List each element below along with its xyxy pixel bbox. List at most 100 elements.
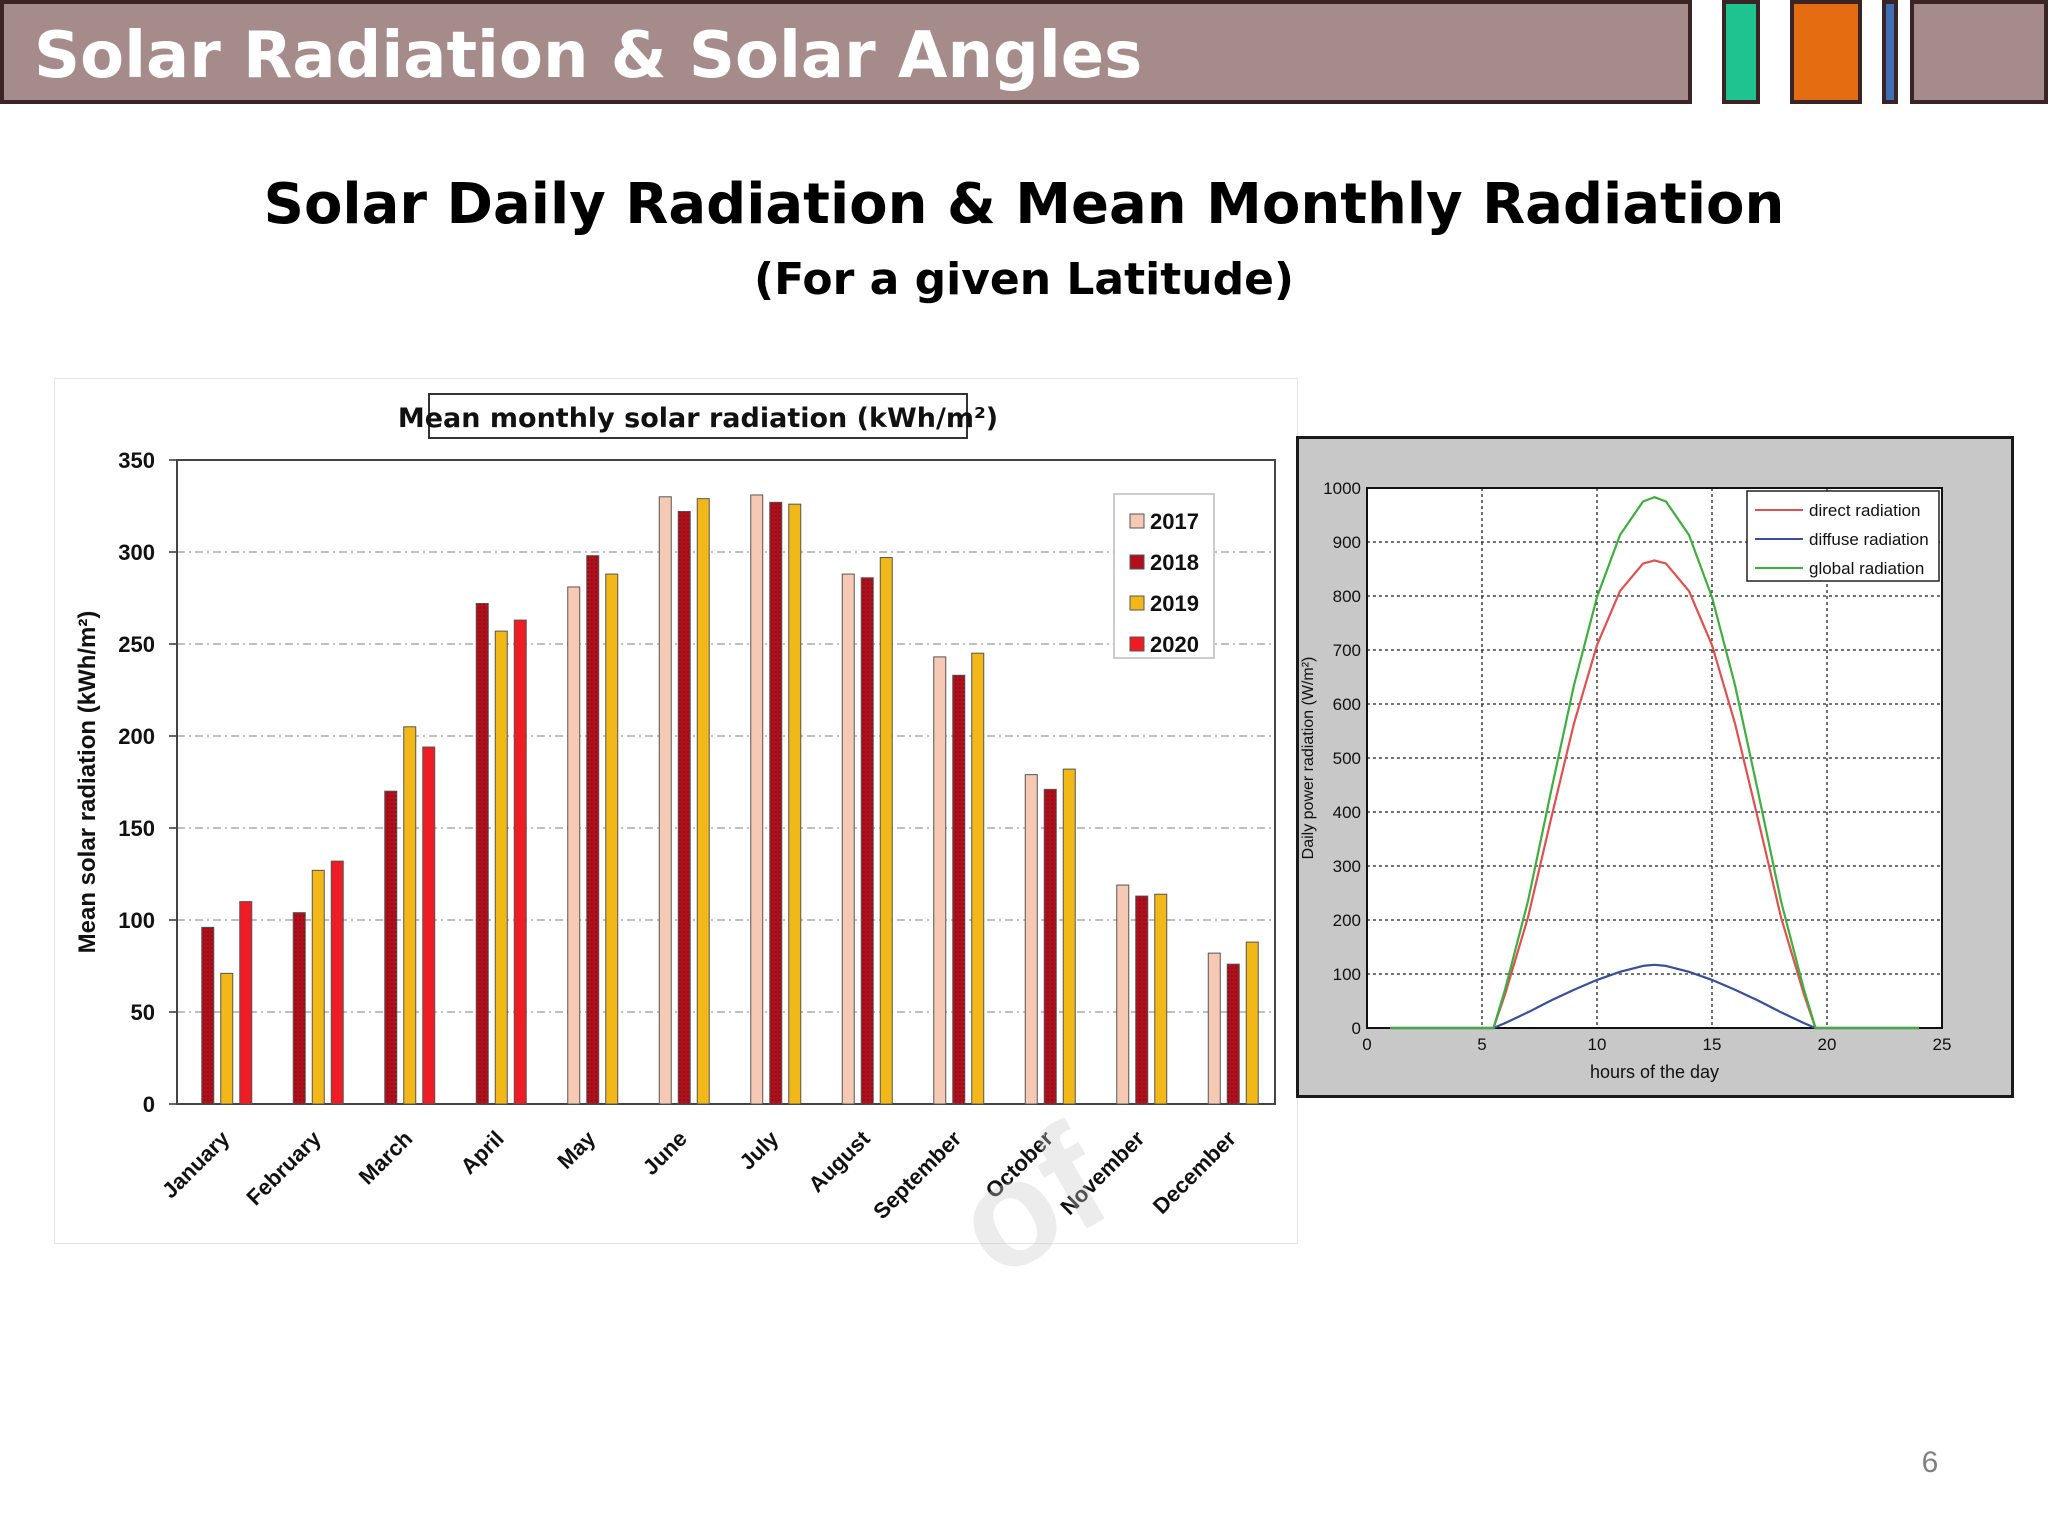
bar-april-2019 <box>494 630 508 1105</box>
line-plot-frame <box>1366 487 1943 1029</box>
bar-april-2020 <box>513 619 527 1105</box>
bar-legend-label: 2018 <box>1150 550 1199 575</box>
bar-november-2019 <box>1154 893 1168 1105</box>
bar-x-tick-label: June <box>638 1126 692 1180</box>
bar-chart-panel: Mean monthly solar radiation (kWh/m²) 0 50… <box>54 378 1298 1244</box>
header-accent-teal <box>1722 0 1760 104</box>
slide-subtitle: (For a given Latitude) <box>753 254 1295 305</box>
bar-legend-swatch <box>1129 595 1145 611</box>
line-y-tick-label: 500 <box>1333 749 1361 768</box>
line-y-tick-label: 800 <box>1333 587 1361 606</box>
bar-y-tick-label: 250 <box>118 632 155 657</box>
header-accent-orange <box>1790 0 1862 104</box>
bar-texture <box>678 511 691 1104</box>
slide-title: Solar Daily Radiation & Mean Monthly Rad… <box>263 172 1785 237</box>
header-accent-mauve <box>1910 0 2048 104</box>
line-x-tick-label: 15 <box>1703 1035 1722 1054</box>
line-y-tick-label: 200 <box>1333 911 1361 930</box>
bar-legend-label: 2020 <box>1150 632 1199 657</box>
line-x-tick-label: 25 <box>1933 1035 1952 1054</box>
bar-may-2019 <box>605 573 619 1105</box>
line-legend-label: global radiation <box>1809 559 1924 578</box>
line-y-tick-label: 400 <box>1333 803 1361 822</box>
bar-y-tick-label: 350 <box>118 448 155 473</box>
bar-y-axis-label: Mean solar radiation (kWh/m²) <box>74 611 101 954</box>
bar-july-2017 <box>750 494 764 1105</box>
bar-x-tick-label: August <box>804 1125 876 1197</box>
line-legend-label: diffuse radiation <box>1809 530 1929 549</box>
line-x-tick-label: 20 <box>1818 1035 1837 1054</box>
bar-texture <box>1044 789 1057 1104</box>
bar-january-2019 <box>220 972 234 1105</box>
line-y-tick-label: 1000 <box>1323 479 1361 498</box>
line-x-tick-label: 0 <box>1362 1035 1371 1054</box>
line-chart: 0 100 200 300 400 500 600 700 800 900 1000 0 5 10 15 20… <box>1300 479 1952 1082</box>
line-series-global-radiation <box>1390 496 1919 1030</box>
bar-september-2017 <box>933 656 947 1105</box>
line-x-tick-label: 10 <box>1588 1035 1607 1054</box>
bar-texture <box>861 577 874 1104</box>
bar-november-2017 <box>1116 884 1130 1105</box>
line-x-tick-label: 5 <box>1477 1035 1486 1054</box>
line-y-axis-label: Daily power radiation (W/m²) <box>1300 657 1317 860</box>
bar-y-tick-label: 100 <box>118 908 155 933</box>
bar-june-2019 <box>696 498 710 1105</box>
bar-texture <box>1227 964 1240 1104</box>
bar-legend-label: 2019 <box>1150 591 1199 616</box>
bar-chart: Mean monthly solar radiation (kWh/m²) 0 50… <box>74 393 1276 1224</box>
line-chart-panel: 0 100 200 300 400 500 600 700 800 900 1000 0 5 10 15 20… <box>1296 436 2014 1098</box>
bar-may-2017 <box>567 586 581 1105</box>
header-accent-blue <box>1882 0 1898 104</box>
bar-texture <box>952 675 965 1104</box>
bar-y-tick-label: 200 <box>118 724 155 749</box>
bar-x-tick-label: July <box>734 1125 783 1174</box>
bar-x-tick-label: January <box>157 1125 235 1203</box>
bar-x-tick-label: February <box>242 1125 327 1210</box>
bar-x-tick-label: May <box>552 1125 600 1173</box>
bar-legend-swatch <box>1129 554 1145 570</box>
bar-texture <box>293 912 306 1104</box>
line-legend-label: direct radiation <box>1809 501 1921 520</box>
bar-y-tick-label: 300 <box>118 540 155 565</box>
bar-legend-swatch <box>1129 636 1145 652</box>
bar-texture <box>201 927 214 1104</box>
bar-legend-swatch <box>1129 513 1145 529</box>
bar-legend-label: 2017 <box>1150 509 1199 534</box>
bar-chart-title: Mean monthly solar radiation (kWh/m²) <box>398 403 998 434</box>
line-legend <box>1746 490 1940 582</box>
line-y-tick-label: 300 <box>1333 857 1361 876</box>
bar-texture <box>476 603 489 1104</box>
line-y-tick-label: 100 <box>1333 965 1361 984</box>
bar-x-tick-label: April <box>456 1126 509 1179</box>
bar-january-2020 <box>239 901 253 1105</box>
bar-march-2020 <box>422 746 436 1105</box>
bar-september-2019 <box>971 652 985 1105</box>
bar-y-tick-label: 150 <box>118 816 155 841</box>
bar-x-tick-label: December <box>1148 1126 1241 1219</box>
bar-october-2019 <box>1062 768 1076 1105</box>
line-y-tick-label: 600 <box>1333 695 1361 714</box>
line-x-axis-label: hours of the day <box>1590 1062 1719 1082</box>
bar-chart-title-box <box>428 393 968 439</box>
bar-texture <box>1135 896 1148 1104</box>
line-y-tick-label: 0 <box>1352 1019 1361 1038</box>
bar-august-2019 <box>879 557 893 1105</box>
bar-december-2017 <box>1207 952 1221 1105</box>
bar-february-2020 <box>330 860 344 1105</box>
bar-june-2017 <box>658 496 672 1105</box>
line-y-tick-label: 700 <box>1333 641 1361 660</box>
bar-plot-frame <box>176 459 1276 1105</box>
bar-texture <box>769 502 782 1104</box>
bar-x-tick-label: March <box>354 1126 417 1189</box>
bar-march-2019 <box>403 726 417 1105</box>
bar-july-2019 <box>788 503 802 1105</box>
bar-texture <box>384 791 397 1104</box>
bar-y-tick-label: 50 <box>131 1000 155 1025</box>
bar-y-tick-label: 0 <box>143 1092 155 1117</box>
bar-october-2017 <box>1024 774 1038 1105</box>
line-y-tick-label: 900 <box>1333 533 1361 552</box>
header-bar: Solar Radiation & Solar Angles <box>0 0 1692 104</box>
bar-december-2019 <box>1245 941 1259 1105</box>
bar-texture <box>586 555 599 1104</box>
bar-august-2017 <box>841 573 855 1105</box>
